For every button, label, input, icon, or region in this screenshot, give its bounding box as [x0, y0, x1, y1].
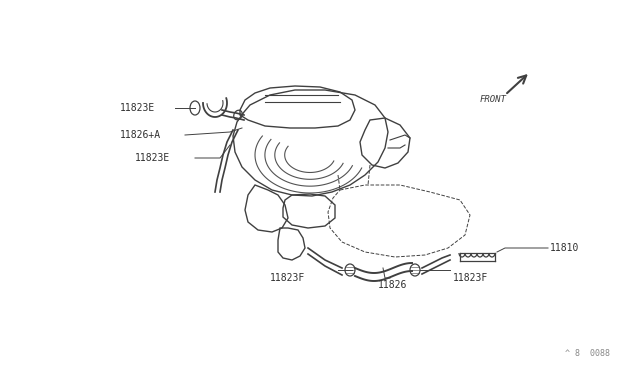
Text: 11823E: 11823E	[135, 153, 170, 163]
Text: 11826+A: 11826+A	[120, 130, 161, 140]
Text: FRONT: FRONT	[480, 96, 507, 105]
Text: 11826: 11826	[378, 280, 408, 290]
Text: 11823F: 11823F	[270, 273, 305, 283]
Text: ^ 8  0088: ^ 8 0088	[565, 349, 610, 358]
Text: 11810: 11810	[550, 243, 579, 253]
Text: 11823F: 11823F	[453, 273, 488, 283]
Text: 11823E: 11823E	[120, 103, 156, 113]
